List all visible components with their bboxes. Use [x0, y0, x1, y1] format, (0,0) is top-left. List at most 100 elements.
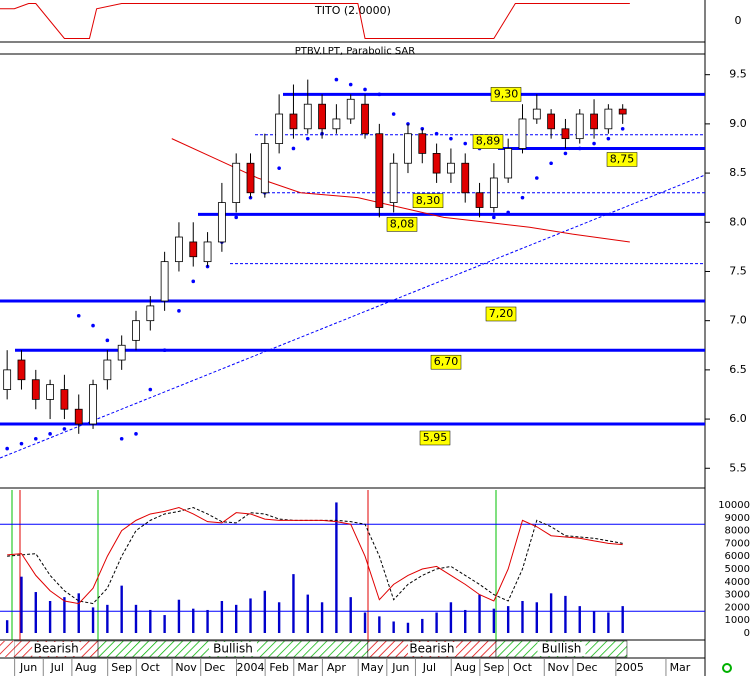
- volume-bar: [478, 594, 481, 633]
- volume-bar: [63, 597, 66, 633]
- x-tick-label: May: [361, 661, 384, 674]
- volume-bar: [249, 598, 252, 633]
- volume-bar: [206, 609, 209, 633]
- x-tick-label: Aug: [75, 661, 96, 674]
- volume-bar: [48, 601, 52, 633]
- candle-body: [575, 113, 584, 140]
- sar-dot: [33, 436, 38, 441]
- sar-dot: [520, 195, 525, 200]
- level-label: 6,70: [434, 355, 459, 368]
- moving-average: [171, 138, 630, 243]
- candle-body: [275, 113, 284, 144]
- volume-tick-label: 9000: [725, 513, 750, 524]
- volume-bar: [392, 621, 395, 633]
- y-tick-label: 7.5: [729, 264, 747, 277]
- tito-title: TITO (2.0000): [314, 4, 391, 17]
- sar-dot: [535, 176, 539, 180]
- volume-bar: [5, 620, 9, 633]
- volume-bar: [492, 608, 496, 633]
- x-tick-label: Feb: [269, 661, 288, 674]
- regime-label-box: [537, 642, 586, 656]
- candle-body: [547, 113, 556, 130]
- level-label-box: [386, 217, 418, 232]
- level-label-box: [472, 134, 504, 149]
- status-icon: [722, 663, 732, 673]
- candle-body: [175, 236, 183, 263]
- candle-body: [60, 389, 69, 410]
- y-tick-label: 5.5: [729, 461, 747, 474]
- sar-dot: [463, 141, 468, 146]
- sar-dot: [406, 122, 410, 126]
- sar-dot: [291, 146, 296, 151]
- level-label-box: [412, 193, 444, 209]
- sar-dot: [5, 446, 9, 451]
- candle-body: [89, 384, 97, 425]
- sar-dot: [134, 432, 138, 436]
- sar-dot: [191, 279, 196, 284]
- candle-body: [461, 162, 470, 194]
- candle-body: [232, 162, 241, 203]
- candle-body: [404, 133, 412, 164]
- volume-bar: [578, 606, 581, 633]
- sar-dot: [492, 215, 496, 220]
- sar-dot: [19, 441, 24, 446]
- x-tick-label: Aug: [454, 661, 475, 674]
- volume-bar: [506, 606, 510, 633]
- candle-body: [3, 369, 12, 390]
- volume-tick-label: 10000: [718, 500, 750, 511]
- volume-bar: [549, 593, 553, 633]
- volume-bar: [177, 599, 181, 633]
- volume-bar: [163, 615, 166, 633]
- volume-bar: [607, 612, 610, 633]
- volume-tick-label: 8000: [725, 526, 750, 537]
- volume-bar: [464, 609, 467, 633]
- volume-bar: [306, 594, 309, 633]
- level-label: 8,75: [610, 152, 635, 165]
- sar-dot: [234, 215, 238, 220]
- candle-body: [518, 118, 527, 149]
- volume-bar: [592, 611, 596, 633]
- regime-label: Bearish: [409, 642, 454, 656]
- sar-dot: [162, 348, 167, 352]
- x-tick-label: Dec: [204, 661, 225, 674]
- candle-body: [590, 113, 598, 130]
- x-tick-label: Jul: [422, 661, 436, 674]
- sar-dot: [363, 87, 367, 92]
- x-tick-label: Mar: [670, 661, 691, 674]
- tito-tick-label: 0: [735, 14, 742, 27]
- candle-body: [289, 113, 298, 130]
- sar-dot: [620, 126, 625, 131]
- volume-bar: [335, 502, 338, 633]
- x-tick-label: Jul: [50, 661, 64, 674]
- volume-bar: [292, 574, 295, 633]
- volume-tick-label: 2000: [725, 602, 750, 613]
- y-tick-label: 8.0: [729, 215, 747, 228]
- sar-dot: [119, 436, 124, 441]
- level-label: 8,89: [476, 135, 501, 148]
- sar-dot: [334, 77, 339, 82]
- sar-dot: [76, 313, 81, 318]
- regime-band: [0, 641, 15, 657]
- candle-body: [504, 148, 513, 179]
- regime-label: Bullish: [542, 642, 582, 656]
- y-tick-label: 6.5: [729, 363, 747, 376]
- x-tick-label: Sep: [483, 661, 504, 674]
- candle-body: [160, 261, 169, 302]
- volume-bar: [234, 604, 238, 633]
- regime-label-box: [32, 642, 81, 656]
- level-label: 5,95: [423, 431, 448, 444]
- volume-tick-label: 5000: [725, 564, 750, 575]
- volume-tick-label: 7000: [725, 538, 750, 549]
- chart-title: PTBV.LPT, Parabolic SAR: [295, 46, 416, 57]
- volume-bar: [378, 616, 381, 633]
- x-tick-label: Oct: [513, 661, 533, 674]
- level-label-box: [430, 354, 462, 370]
- volume-tick-label: 0: [744, 628, 750, 639]
- candle-body: [375, 133, 384, 208]
- x-tick-label: Nov: [548, 661, 570, 674]
- candle-body: [260, 143, 269, 194]
- volume-bar: [449, 602, 453, 633]
- sar-dot: [91, 323, 95, 328]
